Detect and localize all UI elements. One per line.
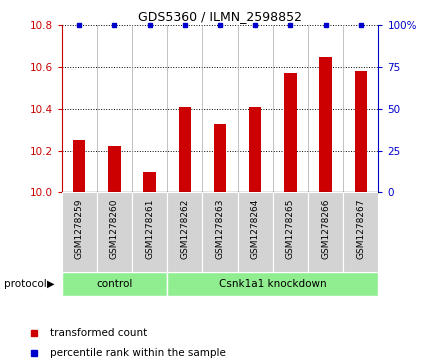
Text: transformed count: transformed count	[50, 328, 147, 338]
Text: GSM1278261: GSM1278261	[145, 199, 154, 259]
Bar	[97, 192, 132, 272]
Bar	[179, 107, 191, 192]
Text: GSM1278266: GSM1278266	[321, 199, 330, 259]
Text: GSM1278262: GSM1278262	[180, 199, 189, 259]
Bar	[214, 123, 226, 192]
Bar	[238, 192, 273, 272]
Bar	[319, 57, 332, 192]
Bar	[202, 192, 238, 272]
Text: GSM1278259: GSM1278259	[75, 199, 84, 259]
Bar	[355, 72, 367, 192]
Bar	[73, 140, 85, 192]
Bar	[143, 172, 156, 192]
Bar	[249, 107, 261, 192]
Bar	[167, 272, 378, 296]
Text: GSM1278264: GSM1278264	[251, 199, 260, 259]
Text: ▶: ▶	[47, 279, 55, 289]
Bar	[273, 192, 308, 272]
Bar	[62, 272, 167, 296]
Text: Csnk1a1 knockdown: Csnk1a1 knockdown	[219, 279, 326, 289]
Text: GSM1278265: GSM1278265	[286, 199, 295, 259]
Text: control: control	[96, 279, 132, 289]
Text: GSM1278260: GSM1278260	[110, 199, 119, 259]
Title: GDS5360 / ILMN_2598852: GDS5360 / ILMN_2598852	[138, 10, 302, 23]
Text: GSM1278267: GSM1278267	[356, 199, 365, 259]
Bar	[284, 73, 297, 192]
Bar	[308, 192, 343, 272]
Bar	[343, 192, 378, 272]
Bar	[167, 192, 202, 272]
Text: GSM1278263: GSM1278263	[216, 199, 224, 259]
Text: percentile rank within the sample: percentile rank within the sample	[50, 348, 226, 358]
Bar	[132, 192, 167, 272]
Bar	[62, 192, 97, 272]
Text: protocol: protocol	[4, 279, 47, 289]
Bar	[108, 146, 121, 192]
